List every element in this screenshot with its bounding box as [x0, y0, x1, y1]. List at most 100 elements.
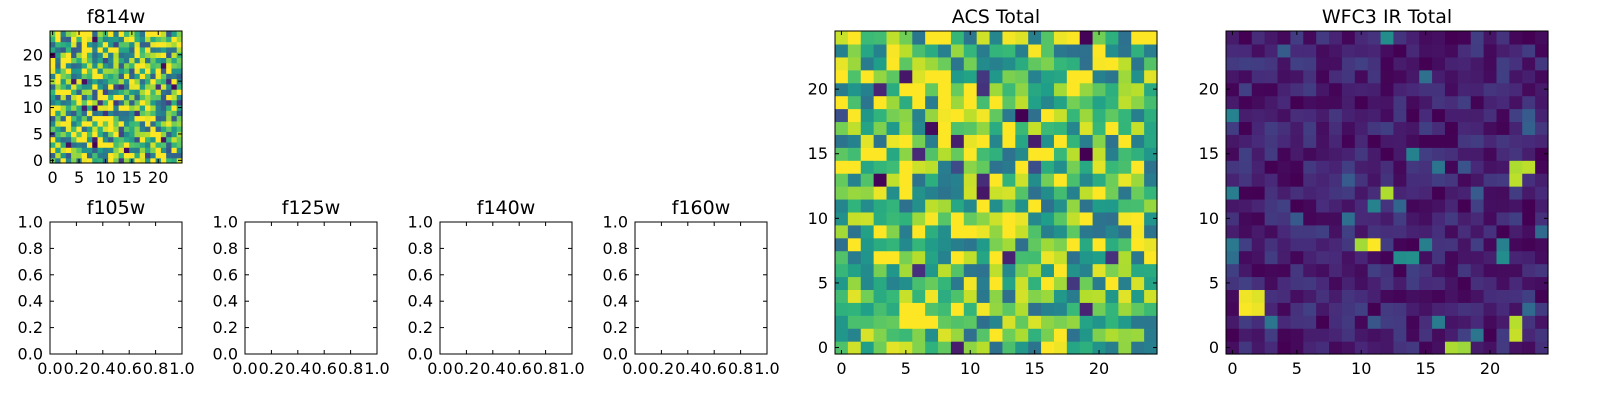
heatmap-cell: [1509, 147, 1523, 161]
heatmap-cell: [1509, 160, 1523, 174]
heatmap-cell: [976, 31, 991, 45]
heatmap-cell: [1419, 276, 1433, 290]
heatmap-cell: [1496, 302, 1510, 316]
heatmap-cell: [989, 341, 1004, 355]
heatmap-cell: [129, 115, 136, 122]
heatmap-cell: [886, 224, 900, 239]
heatmap-cell: [1535, 341, 1549, 355]
x-tick-label: 0.8: [143, 359, 168, 378]
heatmap-cell: [1457, 263, 1472, 278]
heatmap-cell: [899, 56, 913, 71]
heatmap-cell: [1329, 108, 1343, 123]
heatmap-cell: [1118, 43, 1132, 58]
heatmap-cell: [171, 94, 178, 101]
heatmap-cell: [1002, 95, 1016, 110]
heatmap-cell: [873, 43, 888, 58]
y-tick-label: 0.2: [408, 318, 433, 337]
heatmap-cell: [1131, 160, 1145, 174]
heatmap-cell: [1264, 147, 1279, 161]
panel-title: WFC3 IR Total: [1322, 6, 1452, 28]
heatmap-cell: [1509, 173, 1523, 187]
heatmap-cell: [134, 52, 141, 58]
heatmap-cell: [950, 134, 965, 148]
heatmap-cell: [886, 198, 900, 213]
heatmap-cell: [50, 152, 56, 159]
heatmap-cell: [166, 67, 173, 74]
heatmap-cell: [171, 67, 178, 74]
x-tick-label: 10: [960, 359, 980, 378]
heatmap-cell: [963, 186, 978, 200]
heatmap-cell: [118, 110, 125, 117]
x-tick-label: 0.2: [454, 359, 479, 378]
heatmap-cell: [1470, 173, 1485, 187]
heatmap-cell: [1238, 108, 1253, 123]
heatmap-cell: [1457, 341, 1472, 355]
heatmap-cell: [1066, 250, 1081, 265]
heatmap-cell: [847, 121, 862, 135]
heatmap-cell: [1457, 56, 1472, 71]
heatmap-cell: [1251, 69, 1266, 84]
heatmap-cell: [1483, 134, 1498, 148]
heatmap-cell: [160, 62, 167, 69]
heatmap-cell: [81, 131, 88, 138]
heatmap-cell: [92, 57, 99, 64]
heatmap-cell: [873, 315, 888, 329]
heatmap-cell: [1251, 134, 1266, 148]
heatmap-cell: [1354, 56, 1369, 71]
heatmap-cell: [1079, 302, 1094, 316]
heatmap-cell: [1496, 134, 1510, 148]
heatmap-cell: [1028, 341, 1042, 355]
heatmap-cell: [950, 289, 965, 303]
heatmap-cell: [1367, 211, 1382, 226]
heatmap-cell: [1496, 198, 1510, 213]
heatmap-cell: [129, 141, 136, 148]
heatmap-cell: [873, 69, 888, 84]
heatmap-cell: [139, 99, 146, 106]
heatmap-cell: [1118, 160, 1132, 174]
axes-frame: [1225, 30, 1549, 355]
heatmap-cell: [171, 41, 178, 48]
heatmap-cell: [1393, 43, 1407, 58]
heatmap-cell: [1496, 69, 1510, 84]
heatmap-cell: [1053, 315, 1068, 329]
heatmap-cell: [989, 69, 1004, 84]
heatmap-cell: [1316, 237, 1330, 252]
heatmap-cell: [938, 289, 952, 303]
heatmap-cell: [860, 341, 875, 355]
heatmap-cell: [102, 78, 109, 85]
heatmap-cell: [1496, 160, 1510, 174]
heatmap-cell: [899, 341, 913, 355]
heatmap-cell: [1092, 263, 1107, 278]
heatmap-cell: [1251, 121, 1266, 135]
x-tick-label: 0.8: [338, 359, 363, 378]
heatmap-cell: [171, 57, 178, 64]
heatmap-cell: [134, 131, 141, 138]
heatmap-cell: [1393, 186, 1407, 200]
heatmap-cell: [1303, 82, 1317, 97]
heatmap-cell: [129, 41, 136, 48]
heatmap-cell: [1015, 82, 1029, 97]
heatmap-cell: [71, 136, 77, 143]
heatmap-cell: [145, 36, 151, 43]
heatmap-cell: [123, 62, 130, 69]
heatmap-cell: [1483, 160, 1498, 174]
heatmap-cell: [134, 99, 141, 106]
heatmap-cell: [1535, 69, 1549, 84]
heatmap-cell: [1367, 237, 1382, 252]
heatmap-cell: [886, 263, 900, 278]
heatmap-cell: [1105, 31, 1119, 45]
heatmap-cell: [950, 237, 965, 252]
heatmap-cell: [899, 95, 913, 110]
heatmap-cell: [1444, 31, 1459, 45]
heatmap-cell: [1041, 276, 1055, 290]
heatmap-cell: [108, 78, 114, 85]
x-tick-label: 0.4: [90, 359, 115, 378]
heatmap-cell: [1483, 198, 1498, 213]
heatmap-cell: [1432, 315, 1446, 329]
heatmap-cell: [71, 115, 77, 122]
heatmap-cell: [835, 250, 849, 265]
heatmap-cell: [835, 263, 849, 278]
heatmap-cell: [1341, 237, 1356, 252]
heatmap-cell: [76, 78, 83, 85]
heatmap-cell: [1341, 43, 1356, 58]
